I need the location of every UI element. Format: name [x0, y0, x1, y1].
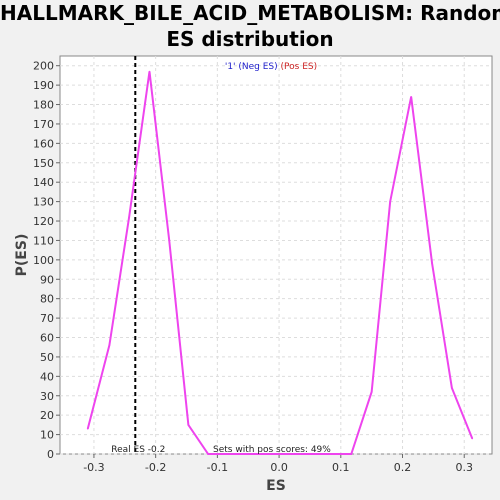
data-point	[451, 387, 453, 389]
pos-scores-label: Sets with pos scores: 49%	[213, 445, 331, 455]
data-point	[207, 453, 209, 455]
data-point	[128, 216, 130, 218]
x-tick-label: 0.0	[270, 461, 288, 474]
data-point	[86, 427, 89, 430]
y-tick-label: 20	[40, 409, 54, 422]
y-tick-label: 100	[33, 254, 54, 267]
data-point	[148, 70, 151, 73]
y-tick-label: 190	[33, 79, 54, 92]
data-point	[187, 424, 190, 426]
y-tick-label: 40	[40, 370, 54, 383]
x-tick-label: -0.3	[83, 461, 104, 474]
y-tick-label: 130	[33, 196, 54, 209]
y-tick-label: 160	[33, 137, 54, 150]
y-tick-label: 60	[40, 332, 54, 345]
y-tick-label: 90	[40, 273, 54, 286]
plot-area	[59, 55, 493, 455]
x-tick-label: 0.1	[332, 461, 350, 474]
data-point	[108, 344, 111, 347]
y-tick-label: 0	[47, 448, 54, 461]
data-point	[471, 437, 474, 440]
y-tick-label: 140	[33, 176, 54, 189]
x-tick-label: 0.3	[455, 461, 473, 474]
y-axis-label: P(ES)	[14, 234, 30, 277]
y-tick-label: 170	[33, 118, 54, 131]
data-point	[410, 95, 412, 98]
legend-entry: '1' (Neg ES)	[225, 62, 278, 72]
data-point	[431, 262, 433, 265]
legend-entry: (Pos ES)	[278, 62, 317, 72]
data-point	[350, 453, 353, 455]
data-point	[389, 200, 391, 203]
chart-title: HALLMARK_BILE_ACID_METABOLISM: Random ES…	[0, 0, 500, 52]
x-tick-label: -0.1	[207, 461, 228, 474]
chart-title-line-1: HALLMARK_BILE_ACID_METABOLISM: Random	[0, 1, 500, 25]
x-axis-label: ES	[266, 478, 286, 494]
real-es-label: Real ES -0.2	[111, 445, 165, 455]
data-point	[370, 391, 373, 393]
y-tick-label: 200	[33, 60, 54, 73]
x-tick-label: 0.2	[394, 461, 412, 474]
y-tick-label: 110	[33, 234, 54, 247]
x-tick-label: -0.2	[145, 461, 166, 474]
y-tick-label: 80	[40, 293, 54, 306]
data-point	[168, 239, 171, 242]
y-tick-label: 30	[40, 390, 54, 403]
y-tick-label: 50	[40, 351, 54, 364]
y-tick-label: 10	[40, 429, 54, 442]
y-tick-label: 120	[33, 215, 54, 228]
y-tick-label: 70	[40, 312, 54, 325]
y-tick-label: 180	[33, 99, 54, 112]
es-distribution-line	[86, 71, 474, 455]
legend: '1' (Neg ES) (Pos ES)	[225, 62, 317, 72]
chart-title-line-2: ES distribution	[166, 27, 334, 51]
y-tick-label: 150	[33, 157, 54, 170]
